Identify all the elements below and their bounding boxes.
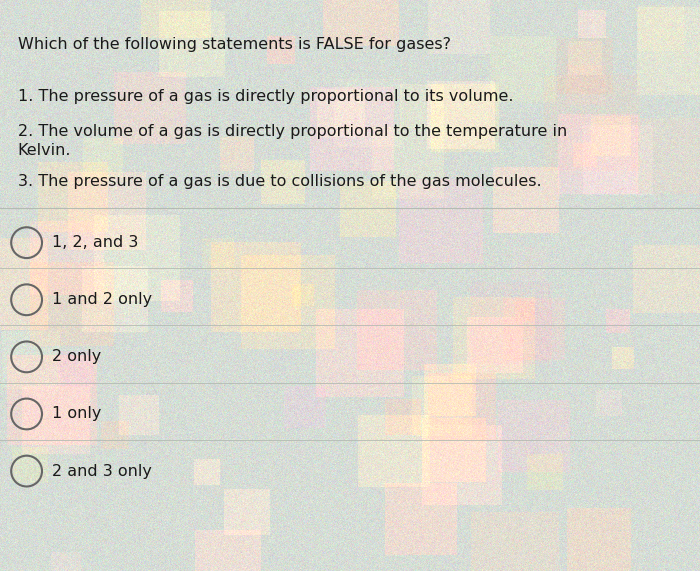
Text: 1 only: 1 only <box>52 407 102 421</box>
Text: 3. The pressure of a gas is due to collisions of the gas molecules.: 3. The pressure of a gas is due to colli… <box>18 174 541 189</box>
Text: 1, 2, and 3: 1, 2, and 3 <box>52 235 139 250</box>
Text: Which of the following statements is FALSE for gases?: Which of the following statements is FAL… <box>18 37 451 52</box>
Text: 1 and 2 only: 1 and 2 only <box>52 292 153 307</box>
Text: 2 and 3 only: 2 and 3 only <box>52 464 153 478</box>
Text: 2 only: 2 only <box>52 349 102 364</box>
Text: 1. The pressure of a gas is directly proportional to its volume.: 1. The pressure of a gas is directly pro… <box>18 89 513 103</box>
Text: 2. The volume of a gas is directly proportional to the temperature in
Kelvin.: 2. The volume of a gas is directly propo… <box>18 124 567 158</box>
